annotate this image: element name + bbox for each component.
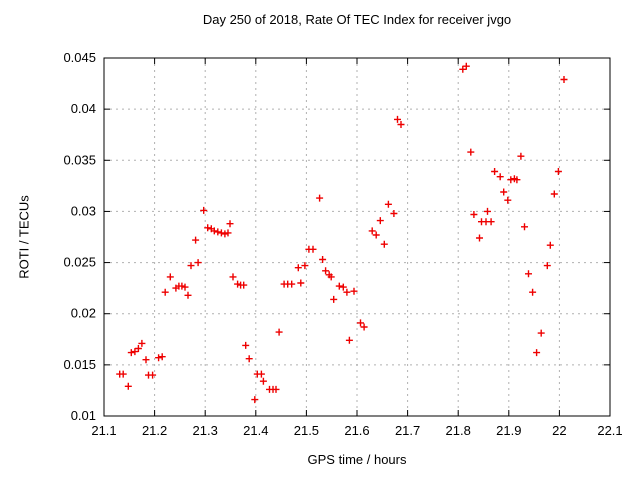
y-tick-label: 0.04 [71,101,96,116]
y-tick-label: 0.045 [63,50,96,65]
x-tick-label: 21.7 [395,423,420,438]
x-axis-title: GPS time / hours [307,452,407,467]
y-tick-label: 0.035 [63,152,96,167]
x-tick-label: 21.3 [193,423,218,438]
x-tick-label: 21.5 [294,423,319,438]
x-tick-label: 21.1 [91,423,116,438]
x-tick-label: 22 [552,423,566,438]
y-tick-label: 0.025 [63,255,96,270]
y-tick-label: 0.03 [71,203,96,218]
x-tick-label: 21.2 [142,423,167,438]
y-tick-label: 0.02 [71,306,96,321]
y-tick-label: 0.01 [71,408,96,423]
x-tick-label: 21.6 [344,423,369,438]
x-tick-label: 21.4 [243,423,268,438]
y-axis-title: ROTI / TECUs [16,195,32,279]
data-point-markers [116,62,568,404]
x-tick-label: 21.9 [496,423,521,438]
x-tick-label: 21.8 [446,423,471,438]
chart-title: Day 250 of 2018, Rate Of TEC Index for r… [202,12,512,27]
y-tick-label: 0.015 [63,357,96,372]
x-tick-label: 22.1 [597,423,622,438]
plot-border [103,57,611,417]
